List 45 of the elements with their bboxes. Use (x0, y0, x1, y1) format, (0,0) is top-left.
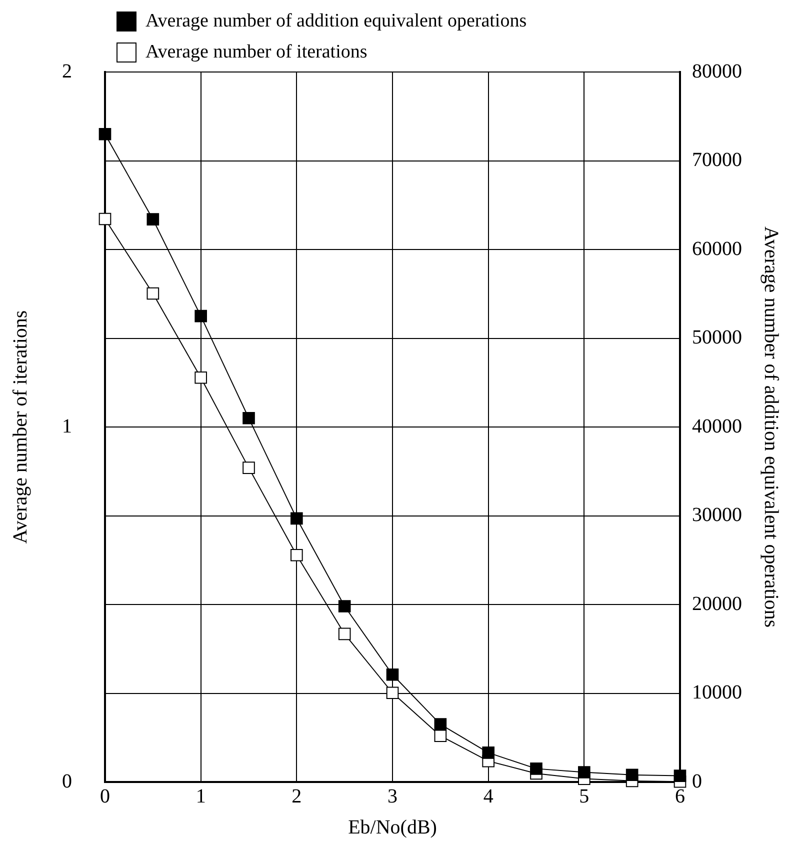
point (98, 128, 112, 140)
y2-tick-label: 60000 (692, 238, 742, 260)
y2-tick-label: 70000 (692, 149, 742, 171)
x-tick-label: 0 (100, 785, 110, 808)
point (338, 600, 351, 612)
point (194, 372, 207, 384)
point (386, 686, 399, 700)
x-tick-label: 2 (292, 785, 302, 808)
y2-tick-label: 20000 (692, 592, 742, 615)
point (146, 213, 160, 226)
point (146, 287, 160, 300)
x-tick-label: 5 (579, 785, 590, 808)
point (290, 512, 303, 525)
point (386, 668, 399, 681)
legend-label: Average number of iterations (146, 41, 368, 62)
point (338, 628, 351, 640)
y2-tick-label: 0 (692, 770, 702, 792)
y-axis-title: Average number of iterations (9, 310, 32, 544)
x-tick-label: 4 (483, 785, 494, 808)
x-tick-label: 1 (196, 785, 206, 808)
point (578, 766, 590, 778)
y2-tick-label: 40000 (692, 415, 742, 438)
y2-tick-label: 10000 (692, 682, 742, 704)
x-tick-label: 6 (675, 785, 685, 808)
x-tick-label: 3 (388, 785, 398, 808)
point (290, 549, 303, 562)
legend-label: Average number of addition equivalent operations (146, 10, 527, 32)
point (482, 746, 494, 759)
point (434, 730, 447, 742)
point (242, 412, 255, 424)
point (674, 770, 686, 782)
y2-axis-title: Average number of addition equivalent operations (760, 226, 782, 628)
point (626, 768, 638, 782)
y-tick-label: 1 (62, 415, 72, 438)
y2-tick-label: 30000 (692, 504, 742, 526)
point (530, 762, 542, 775)
point (242, 462, 255, 474)
y-tick-label: 0 (62, 770, 72, 792)
point (98, 212, 112, 226)
y2-tick-label: 50000 (692, 326, 742, 348)
point (434, 718, 447, 730)
x-axis-title: Eb/No(dB) (348, 816, 437, 838)
y-tick-label: 2 (62, 60, 72, 82)
y2-tick-label: 80000 (692, 60, 742, 82)
point (194, 310, 207, 322)
